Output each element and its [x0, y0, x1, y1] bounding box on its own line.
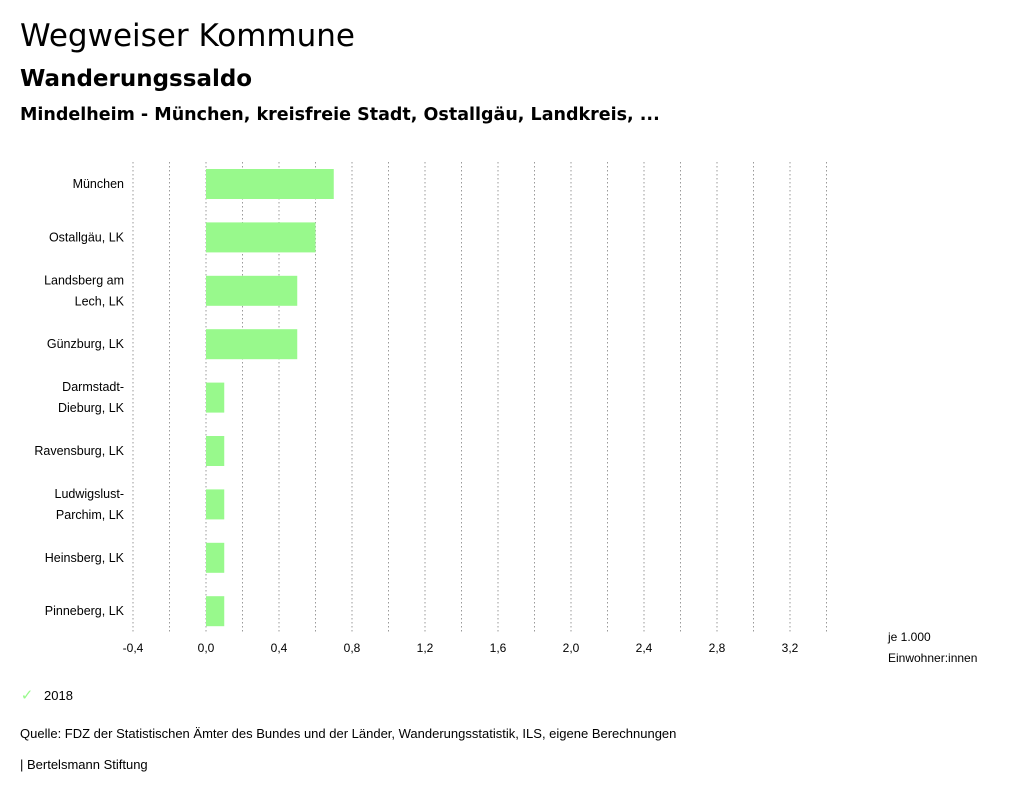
x-tick-label: 0,8 — [344, 641, 361, 655]
category-label: Günzburg, LK — [47, 337, 125, 351]
bar[interactable] — [206, 489, 225, 520]
x-tick-label: -0,4 — [123, 641, 144, 655]
chart-subtitle: Wanderungssaldo — [20, 66, 253, 92]
category-label: Ravensburg, LK — [34, 444, 124, 458]
source-note: Quelle: FDZ der Statistischen Ämter des … — [20, 726, 677, 741]
category-label: Pinneberg, LK — [45, 604, 125, 618]
x-axis-unit: je 1.000 Einwohner:innen — [887, 630, 977, 665]
bar[interactable] — [206, 382, 225, 413]
x-axis-unit-label: Einwohner:innen — [888, 651, 977, 665]
x-tick-label: 1,2 — [417, 641, 434, 655]
x-tick-label: 2,8 — [709, 641, 726, 655]
bar[interactable] — [206, 542, 225, 573]
x-tick-label: 0,0 — [198, 641, 215, 655]
category-label: Landsberg am Lech, LK — [44, 273, 125, 308]
bar-chart: München Ostallgäu, LK Landsberg am Lech, LK… — [34, 162, 977, 665]
legend-label: 2018 — [44, 687, 73, 703]
x-tick-label: 1,6 — [490, 641, 507, 655]
page-title: Wegweiser Kommune — [20, 18, 355, 54]
x-tick-label: 3,2 — [782, 641, 799, 655]
publisher-note: | Bertelsmann Stiftung — [20, 757, 148, 772]
x-tick-label: 2,0 — [563, 641, 580, 655]
category-label: Ludwigslust-Parchim, LK — [55, 487, 125, 522]
x-axis-tick-labels: -0,4 0,0 0,4 0,8 1,2 1,6 2,0 2,4 2,8 3,2 — [123, 641, 799, 655]
bars — [206, 169, 334, 627]
region-selection: Mindelheim - München, kreisfreie Stadt, … — [20, 105, 660, 125]
bar[interactable] — [206, 329, 298, 360]
x-axis-unit-label: je 1.000 — [887, 630, 931, 644]
bar[interactable] — [206, 222, 316, 253]
bar[interactable] — [206, 169, 334, 199]
category-label: München — [73, 177, 124, 191]
category-label: Darmstadt-Dieburg, LK — [58, 380, 125, 415]
bar[interactable] — [206, 275, 298, 306]
category-labels: München Ostallgäu, LK Landsberg am Lech, LK… — [34, 177, 124, 618]
x-tick-label: 2,4 — [636, 641, 653, 655]
check-icon: ✓ — [20, 687, 34, 704]
category-label: Ostallgäu, LK — [49, 230, 125, 244]
bar[interactable] — [206, 436, 225, 466]
category-label: Heinsberg, LK — [45, 551, 125, 565]
x-tick-label: 0,4 — [271, 641, 288, 655]
bar[interactable] — [206, 596, 225, 627]
legend-item[interactable]: ✓ 2018 — [20, 686, 73, 704]
